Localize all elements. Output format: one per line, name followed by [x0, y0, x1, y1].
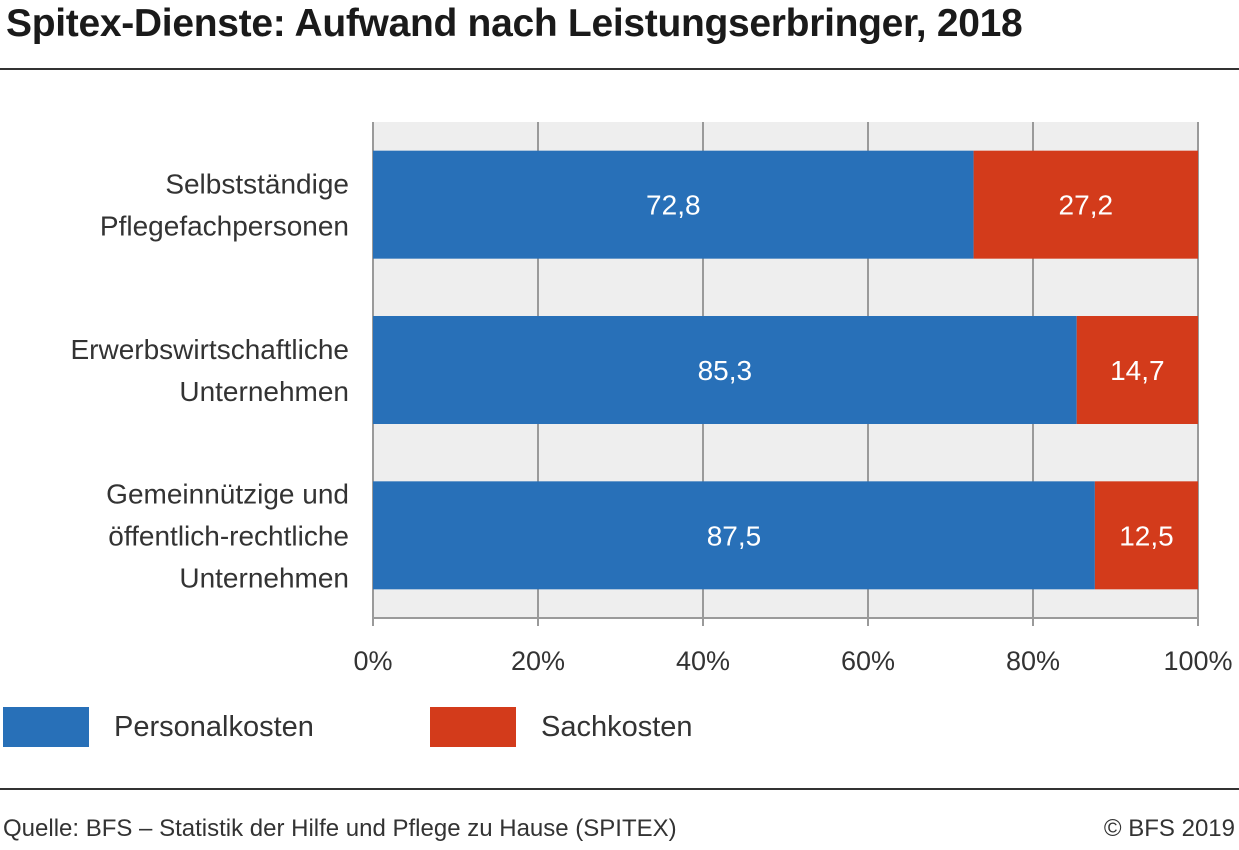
chart-title: Spitex-Dienste: Aufwand nach Leistungser…: [6, 2, 1023, 45]
data-label-sachkosten: 12,5: [1119, 520, 1174, 551]
footer-divider: [0, 788, 1239, 790]
x-tick-label: 100%: [1163, 646, 1232, 676]
x-tick-label: 0%: [353, 646, 392, 676]
legend-item-sachkosten: Sachkosten: [430, 707, 693, 747]
data-label-sachkosten: 14,7: [1110, 355, 1165, 386]
category-label: Gemeinnützige und öffentlich-rechtliche Un…: [106, 478, 349, 593]
bar-sachkosten: [973, 150, 1198, 259]
x-tick-label: 80%: [1006, 646, 1060, 676]
legend-swatch-personalkosten: [3, 707, 89, 747]
data-label-personalkosten: 85,3: [698, 355, 753, 386]
legend-label-sachkosten: Sachkosten: [541, 710, 693, 743]
x-tick-label: 20%: [511, 646, 565, 676]
bars: 72,8 27,2 85,3 14,7 87,5 12,5: [373, 150, 1198, 590]
category-labels: Selbstständige Pflegefachpersonen Erwerbsw…: [70, 169, 349, 594]
legend-item-personalkosten: Personalkosten: [3, 707, 314, 747]
x-axis: 0% 20% 40% 60% 80% 100%: [353, 617, 1233, 676]
category-label: Erwerbswirtschaftliche Unternehmen: [70, 334, 349, 407]
legend-label-personalkosten: Personalkosten: [114, 710, 314, 743]
bar-personalkosten: [373, 481, 1095, 590]
copyright-note: © BFS 2019: [1103, 815, 1235, 842]
bar-sachkosten: [1094, 481, 1198, 590]
x-tick-label: 40%: [676, 646, 730, 676]
data-label-personalkosten: 72,8: [646, 190, 701, 221]
bar-sachkosten: [1076, 316, 1198, 424]
bar-personalkosten: [373, 150, 974, 259]
x-tick-label: 60%: [841, 646, 895, 676]
stacked-bar-chart: 72,8 27,2 85,3 14,7 87,5 12,5 0% 20% 40% 60% 80% 1…: [70, 122, 1233, 676]
data-label-personalkosten: 87,5: [707, 520, 762, 551]
legend-swatch-sachkosten: [430, 707, 516, 747]
source-note: Quelle: BFS – Statistik der Hilfe und Pf…: [3, 815, 677, 842]
data-label-sachkosten: 27,2: [1059, 190, 1114, 221]
bar-personalkosten: [373, 316, 1077, 424]
title-divider: [0, 68, 1239, 70]
category-label: Selbstständige Pflegefachpersonen: [100, 169, 349, 242]
